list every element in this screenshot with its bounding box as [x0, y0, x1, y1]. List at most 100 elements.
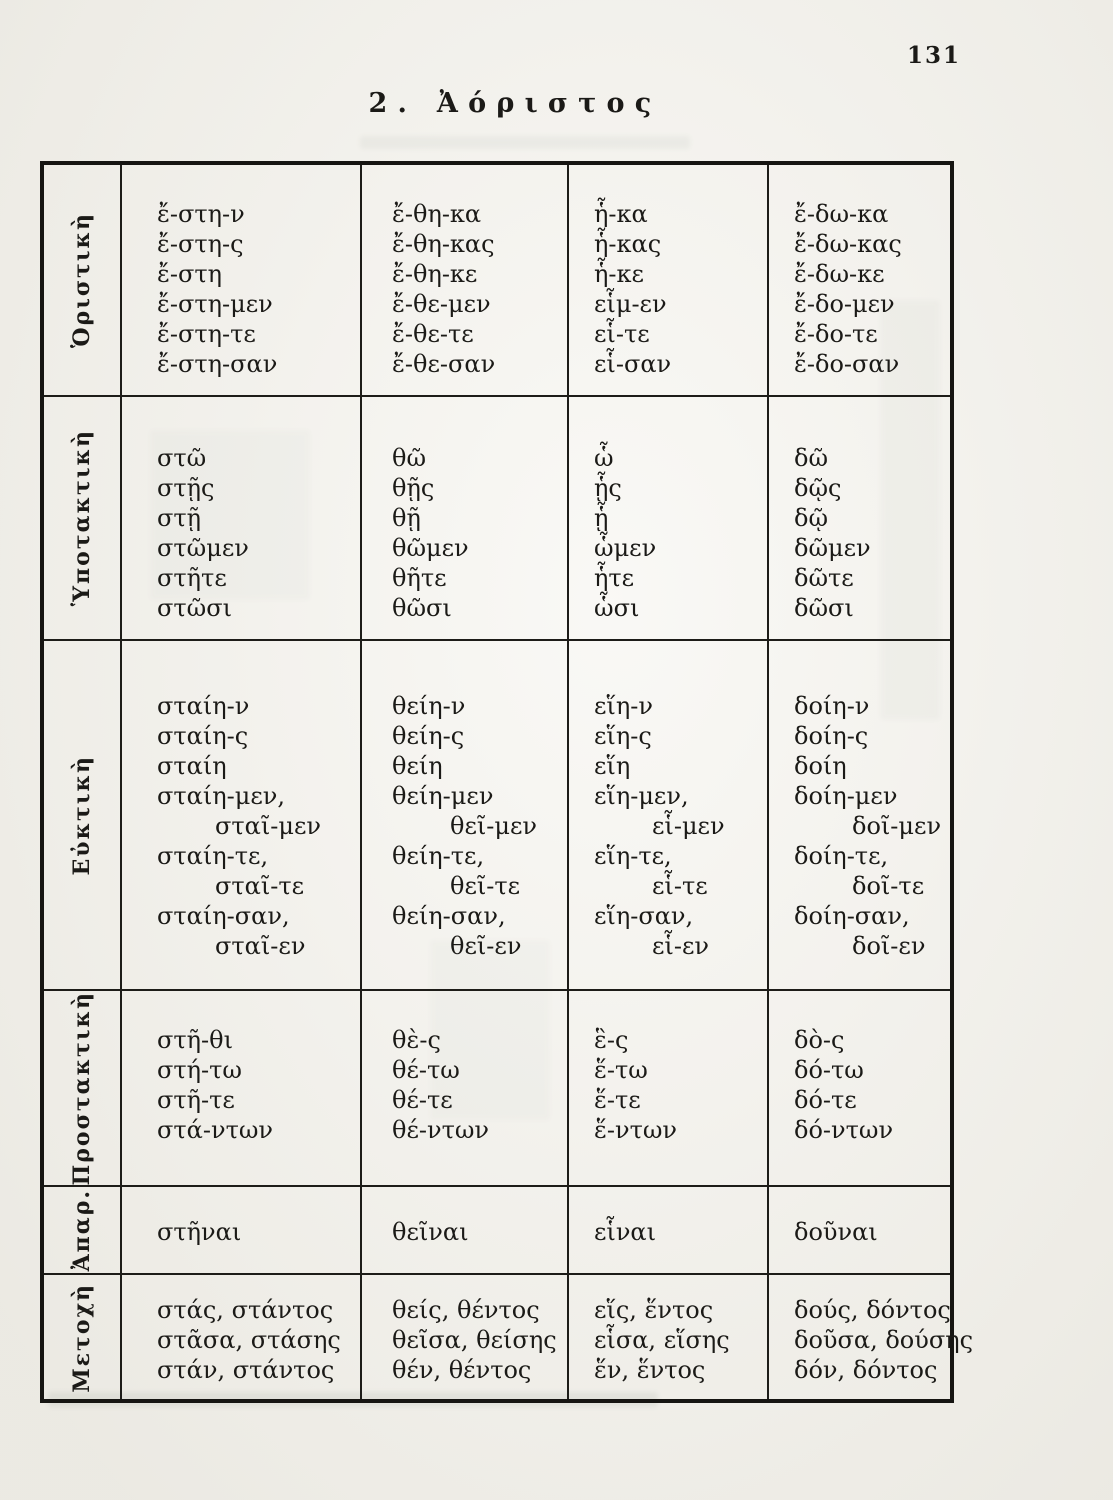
table-cell: θείη-ν θείη-ς θείη θείη-μεν θεῖ-μεν θείη-τε, θ… [360, 641, 567, 989]
verb-form: ἔ-θε-μεν [392, 290, 491, 318]
verb-form: θείς, θέντος [392, 1296, 540, 1325]
verb-form: εἷμ-εν [594, 290, 667, 318]
verb-form: δοίη-σαν, [794, 902, 910, 930]
verb-form: ἔ-θε-σαν [392, 350, 496, 378]
table-cell: στῆ-θι στή-τω στῆ-τε στά-ντων [122, 991, 360, 1185]
verb-form: δῶσι [794, 594, 854, 622]
verb-form: ἔ-στη-σαν [157, 350, 278, 378]
verb-form: ἧτε [594, 564, 635, 592]
verb-form: ἕν, ἕντος [594, 1356, 706, 1385]
verb-form: εἷ-τε [594, 320, 650, 348]
verb-form: ὧ [594, 444, 614, 472]
verb-form: ἔ-θη-κας [392, 230, 495, 258]
verb-form: ἔ-θη-κα [392, 200, 482, 228]
verb-form: σταῖ-τε [215, 872, 305, 900]
verb-form: εἵς, ἕντος [594, 1296, 714, 1325]
verb-form: δούς, δόντος [794, 1296, 951, 1325]
verb-form: εἷ-τε [652, 872, 708, 900]
table-row: Ὁριστικὴ ἔ-στη-ν ἔ-στη-ς ἔ-στη ἔ-στη-μεν ἔ-στ… [44, 165, 950, 395]
verb-form: εἵη [594, 752, 631, 780]
verb-form: δῶτε [794, 564, 854, 592]
verb-form: ᾗς [594, 474, 622, 502]
verb-form: στῶσι [157, 594, 233, 622]
verb-form: θεῖ-μεν [450, 812, 538, 840]
verb-form: θεῖ-τε [450, 872, 521, 900]
verb-form: ὧσι [594, 594, 640, 622]
verb-form: δοίη [794, 752, 847, 780]
verb-form: ἔ-δο-τε [794, 320, 878, 348]
table-cell: στῆναι [122, 1187, 360, 1273]
table-cell: δοίη-ν δοίη-ς δοίη δοίη-μεν δοῖ-μεν δοίη-τε, δ… [767, 641, 950, 989]
table-cell: ἓ-ς ἕ-τω ἕ-τε ἕ-ντων [567, 991, 767, 1186]
verb-form: θεῖ-εν [450, 932, 522, 960]
row-label-cell: Ἀπαρ. [44, 1187, 122, 1274]
verb-form: θέν, θέντος [392, 1356, 532, 1385]
verb-form: εἵη-μεν, [594, 782, 689, 810]
verb-form: δοίη-ς [794, 722, 869, 750]
verb-form: θείη-σαν, [392, 902, 506, 930]
verb-form: δοίη-μεν [794, 782, 898, 810]
verb-form: θῆτε [392, 564, 447, 592]
verb-form: σταίη-μεν, [157, 782, 286, 810]
verb-form: δῷς [794, 474, 842, 502]
table-cell: στάς, στάντος στᾶσα, στάσης στάν, στάντος [122, 1275, 360, 1399]
verb-form: θέ-ντων [392, 1116, 490, 1144]
verb-form: στάν, στάντος [157, 1356, 335, 1385]
verb-form: θεῖναι [392, 1218, 469, 1247]
table-row: Προστακτικὴ στῆ-θι στή-τω στῆ-τε στά-ντων θὲ-… [44, 989, 950, 1186]
verb-form: δοίη-τε, [794, 842, 889, 870]
verb-form: εἷ-μεν [652, 812, 725, 840]
row-label-cell: Ὁριστικὴ [44, 165, 122, 395]
table-cell: εἷναι [567, 1187, 767, 1274]
verb-form: ἧ-κα [594, 200, 648, 228]
verb-form: σταίη [157, 752, 227, 780]
table-row: Ἀπαρ. στῆναι θεῖναι εἷναι δοῦναι [44, 1185, 950, 1274]
verb-form: δό-τε [794, 1086, 857, 1114]
verb-form: ἔ-στη-ν [157, 200, 245, 228]
verb-form: ἔ-δω-κε [794, 260, 885, 288]
verb-form: εἵη-ς [594, 722, 652, 750]
verb-form: θείη-ν [392, 692, 466, 720]
table-cell: θῶ θῇς θῇ θῶμεν θῆτε θῶσι [360, 397, 567, 639]
table-row: Ὑποτακτικὴ στῶ στῇς στῇ στῶμεν στῆτε στῶσι θῶ θῇ… [44, 395, 950, 639]
verb-form: στᾶσα, στάσης [157, 1326, 341, 1355]
table-row: Εὐκτικὴ σταίη-ν σταίη-ς σταίη σταίη-μεν, σταῖ… [44, 639, 950, 989]
verb-form: στῆ-θι [157, 1026, 234, 1054]
verb-form: εἷναι [594, 1218, 657, 1247]
table-cell: ἔ-στη-ν ἔ-στη-ς ἔ-στη ἔ-στη-μεν ἔ-στη-τε ἔ-στ… [122, 165, 360, 395]
verb-form: ἔ-στη-ς [157, 230, 244, 258]
verb-form: ἕ-τε [594, 1086, 641, 1114]
verb-form: ἔ-δω-κας [794, 230, 902, 258]
verb-form: δόν, δόντος [794, 1356, 938, 1385]
verb-form: ἔ-δο-σαν [794, 350, 900, 378]
verb-form: δοῦσα, δούσης [794, 1326, 974, 1355]
verb-form: θὲ-ς [392, 1026, 441, 1054]
verb-form: στῶμεν [157, 534, 249, 562]
verb-form: ἔ-δω-κα [794, 200, 889, 228]
table-cell: ἔ-δω-κα ἔ-δω-κας ἔ-δω-κε ἔ-δο-μεν ἔ-δο-τε ἔ-δ… [767, 165, 950, 395]
verb-form: σταίη-τε, [157, 842, 269, 870]
row-label-cell: Μετοχὴ [44, 1275, 122, 1400]
verb-form: σταῖ-εν [215, 932, 306, 960]
bleed-through-artifact [360, 136, 690, 149]
verb-form: στάς, στάντος [157, 1296, 334, 1325]
verb-form: θέ-τω [392, 1056, 460, 1084]
mood-label: Ὑποτακτικὴ [69, 429, 95, 607]
verb-form: ἔ-δο-μεν [794, 290, 895, 318]
verb-form: ἧ-κας [594, 230, 662, 258]
verb-form: σταίη-ς [157, 722, 249, 750]
verb-form: στῆτε [157, 564, 227, 592]
mood-label: Προστακτικὴ [69, 991, 95, 1186]
verb-form: θῶσι [392, 594, 452, 622]
table-cell: εἵη-ν εἵη-ς εἵη εἵη-μεν, εἷ-μεν εἵη-τε, εἷ-τε ε… [567, 641, 767, 989]
verb-form: δοῦναι [794, 1218, 878, 1247]
verb-form: θείη-τε, [392, 842, 485, 870]
conjugation-table: Ὁριστικὴ ἔ-στη-ν ἔ-στη-ς ἔ-στη ἔ-στη-μεν ἔ-στ… [40, 161, 973, 1404]
verb-form: στῆναι [157, 1218, 242, 1247]
verb-form: θῶμεν [392, 534, 469, 562]
verb-form: ὧμεν [594, 534, 657, 562]
table-cell: ἧ-κα ἧ-κας ἧ-κε εἷμ-εν εἷ-τε εἷ-σαν [567, 165, 767, 395]
page-title: 2. Ἀόριστος [368, 88, 662, 119]
verb-form: σταίη-σαν, [157, 902, 290, 930]
